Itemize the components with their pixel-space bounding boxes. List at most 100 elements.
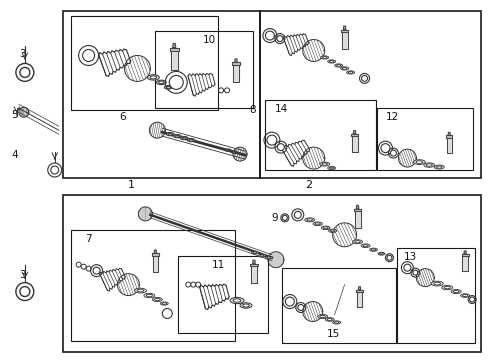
Ellipse shape <box>187 139 195 142</box>
Ellipse shape <box>434 165 444 169</box>
Ellipse shape <box>329 60 334 62</box>
Bar <box>63 195 481 352</box>
Ellipse shape <box>426 164 432 166</box>
Ellipse shape <box>285 297 294 306</box>
Text: 15: 15 <box>327 329 340 339</box>
Ellipse shape <box>266 31 274 40</box>
Ellipse shape <box>305 218 315 222</box>
Ellipse shape <box>361 244 370 248</box>
Ellipse shape <box>159 81 164 84</box>
Text: 7: 7 <box>85 234 91 244</box>
Ellipse shape <box>362 75 368 81</box>
Bar <box>71 230 235 341</box>
Ellipse shape <box>232 152 236 153</box>
Ellipse shape <box>318 315 328 319</box>
Ellipse shape <box>404 264 411 271</box>
Text: 9: 9 <box>271 213 278 223</box>
Ellipse shape <box>182 137 186 139</box>
Polygon shape <box>233 65 239 82</box>
Text: 11: 11 <box>212 260 225 270</box>
Polygon shape <box>232 62 240 65</box>
Ellipse shape <box>147 75 159 80</box>
Polygon shape <box>173 44 176 48</box>
Ellipse shape <box>341 67 348 70</box>
Ellipse shape <box>258 254 266 257</box>
Bar <box>265 100 376 170</box>
Ellipse shape <box>277 144 284 150</box>
Text: 5: 5 <box>12 110 18 120</box>
Polygon shape <box>250 264 258 266</box>
Ellipse shape <box>267 257 271 258</box>
Polygon shape <box>253 260 255 264</box>
Text: 13: 13 <box>403 252 416 262</box>
Ellipse shape <box>162 309 172 319</box>
Bar <box>155 31 253 108</box>
Ellipse shape <box>144 293 155 298</box>
Bar <box>63 11 260 178</box>
Ellipse shape <box>156 80 166 85</box>
Ellipse shape <box>321 226 330 230</box>
Polygon shape <box>154 250 156 253</box>
Ellipse shape <box>83 50 95 62</box>
Ellipse shape <box>298 305 304 310</box>
Ellipse shape <box>353 240 363 244</box>
Ellipse shape <box>231 151 237 153</box>
Ellipse shape <box>335 321 339 323</box>
Ellipse shape <box>251 251 258 254</box>
Bar <box>397 248 475 343</box>
Text: 3: 3 <box>20 270 26 280</box>
Ellipse shape <box>164 86 172 89</box>
Ellipse shape <box>381 144 390 153</box>
Ellipse shape <box>20 67 30 77</box>
Polygon shape <box>341 30 348 32</box>
Ellipse shape <box>327 319 332 320</box>
Ellipse shape <box>329 229 337 233</box>
Text: 8: 8 <box>249 105 256 115</box>
Text: 3: 3 <box>20 49 26 59</box>
Ellipse shape <box>169 75 183 89</box>
Ellipse shape <box>424 163 435 167</box>
Ellipse shape <box>224 88 229 93</box>
Text: 4: 4 <box>12 150 18 160</box>
Ellipse shape <box>260 255 264 256</box>
Ellipse shape <box>150 76 157 79</box>
Ellipse shape <box>51 166 59 174</box>
Ellipse shape <box>155 298 160 301</box>
Ellipse shape <box>343 68 347 69</box>
Ellipse shape <box>166 86 171 88</box>
Ellipse shape <box>387 255 392 260</box>
Ellipse shape <box>152 298 162 302</box>
Bar <box>282 268 396 343</box>
Ellipse shape <box>453 291 459 293</box>
Ellipse shape <box>323 227 328 229</box>
Polygon shape <box>353 131 356 134</box>
Ellipse shape <box>282 215 287 220</box>
Text: 10: 10 <box>202 35 216 45</box>
Ellipse shape <box>463 294 467 297</box>
Ellipse shape <box>189 139 194 141</box>
Ellipse shape <box>325 318 334 321</box>
Ellipse shape <box>225 149 231 151</box>
Polygon shape <box>356 290 363 292</box>
Ellipse shape <box>233 299 241 302</box>
Ellipse shape <box>240 303 252 308</box>
Ellipse shape <box>315 223 320 225</box>
Ellipse shape <box>348 72 353 73</box>
Ellipse shape <box>226 149 230 151</box>
Text: 2: 2 <box>305 180 312 190</box>
Polygon shape <box>171 50 178 71</box>
Ellipse shape <box>230 297 244 304</box>
Ellipse shape <box>313 222 322 226</box>
Ellipse shape <box>93 267 100 274</box>
Bar <box>377 108 473 170</box>
Ellipse shape <box>266 256 272 259</box>
Polygon shape <box>152 253 159 256</box>
Polygon shape <box>251 266 257 283</box>
Ellipse shape <box>434 282 441 285</box>
Ellipse shape <box>378 252 385 255</box>
Polygon shape <box>463 256 468 271</box>
Ellipse shape <box>371 249 376 251</box>
Bar <box>178 256 268 333</box>
Ellipse shape <box>369 248 377 251</box>
Ellipse shape <box>160 302 168 305</box>
